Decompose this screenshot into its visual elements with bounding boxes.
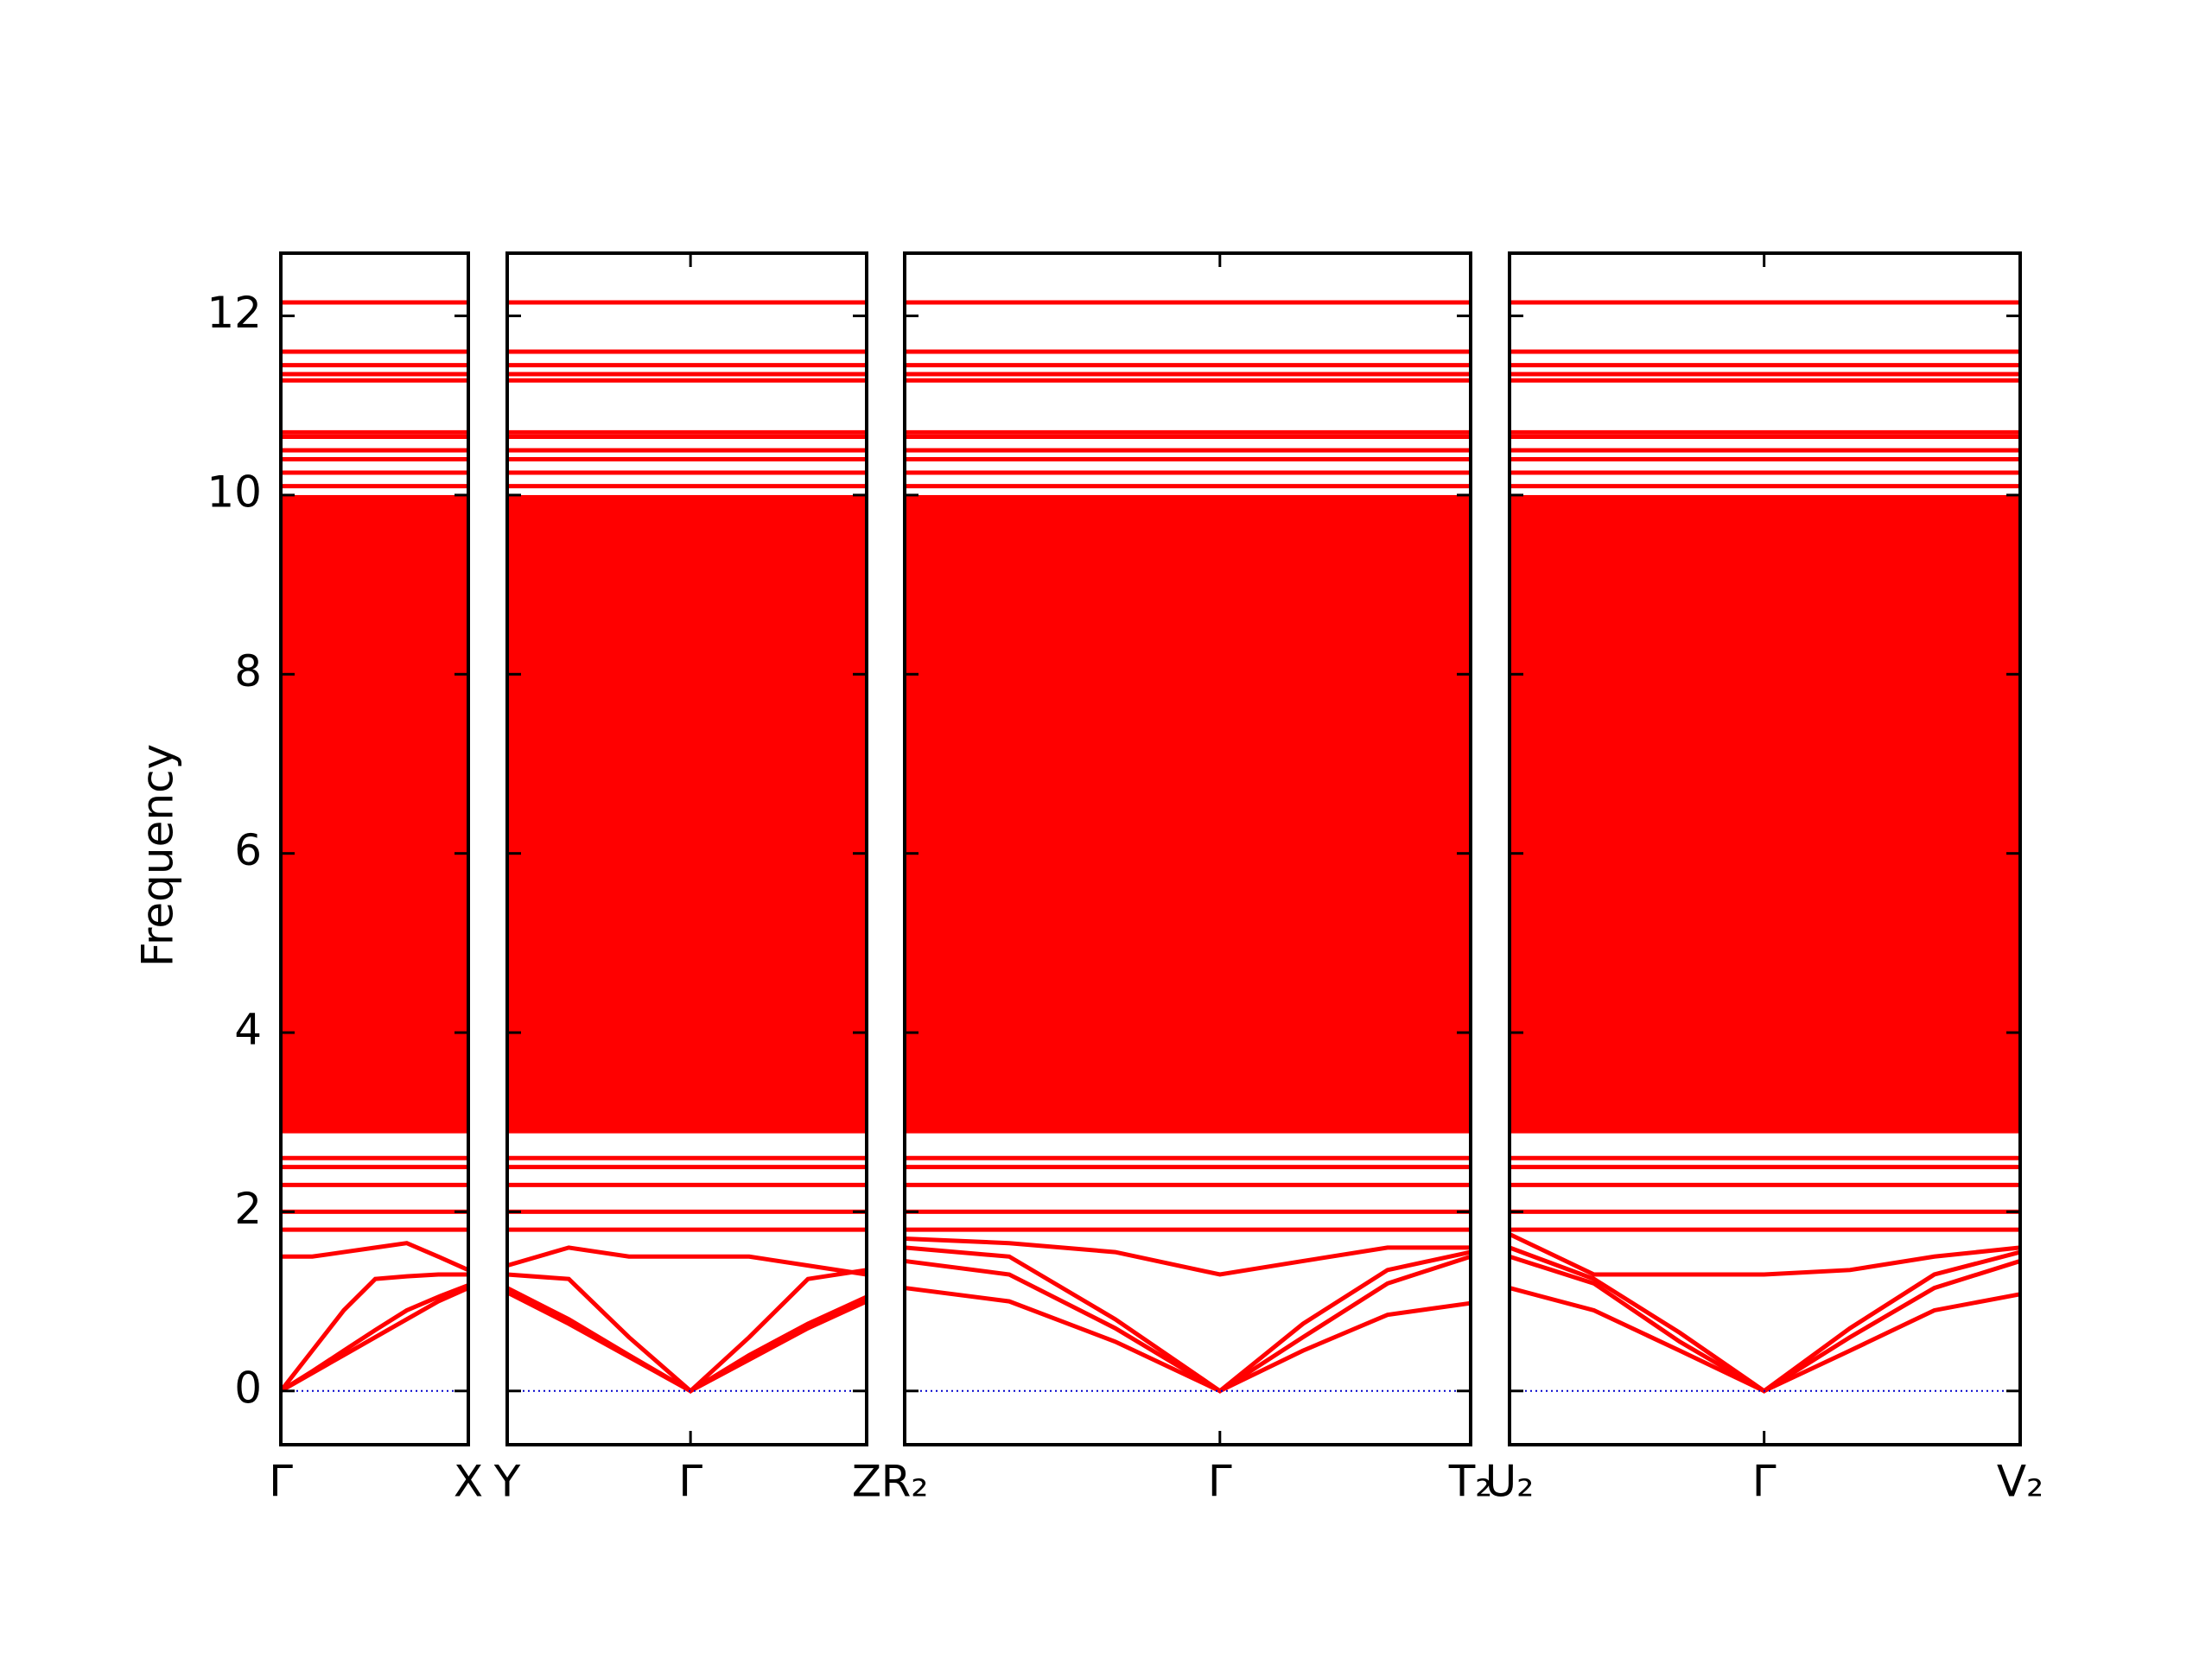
y-tick-label: 10 [207,467,262,517]
x-tick-label: Γ [269,1457,293,1507]
band-line [904,1245,1471,1394]
x-tick-label: T₂ [1448,1457,1493,1507]
y-tick-label: 12 [207,288,262,338]
panel-frame [903,251,1472,1446]
dense-band-region [281,494,468,1132]
panel-frame [1508,251,2022,1446]
panel-frame [505,251,868,1446]
x-tick-label: U₂ [1485,1457,1535,1507]
band-line [904,1286,1471,1394]
panel: U₂ Γ V₂ [1485,251,2044,1507]
band-line [506,1268,868,1395]
panel: R₂ Γ T₂ [881,251,1493,1507]
x-tick-label: R₂ [881,1457,929,1507]
x-tick-label: Γ [1752,1457,1777,1507]
y-tick-label: 2 [234,1184,262,1234]
x-tick-label: Γ [678,1457,702,1507]
y-tick-label: 4 [234,1005,262,1055]
x-tick-label: Γ [1208,1457,1232,1507]
band-line [1509,1286,2021,1394]
band-line [904,1236,1471,1277]
band-line [281,1241,470,1273]
band-line [505,1290,868,1394]
dense-band-region [905,494,1471,1132]
y-tick-label: 6 [234,825,262,875]
x-tick-label: V₂ [1997,1457,2044,1507]
band-line [279,1272,468,1393]
panel-frame [279,251,470,1446]
x-tick-label: Z [852,1457,881,1507]
band-line [505,1286,868,1394]
dense-band-region [1510,494,2020,1132]
y-tick-label: 0 [234,1363,262,1413]
y-axis-label: Frequency [133,744,183,967]
x-tick-label: X [454,1457,483,1507]
dense-band-region [507,494,867,1132]
x-tick-label: Y [493,1457,521,1507]
band-line [279,1283,469,1393]
band-line [506,1245,868,1277]
band-line [1508,1232,2021,1277]
y-tick-label: 8 [234,646,262,696]
